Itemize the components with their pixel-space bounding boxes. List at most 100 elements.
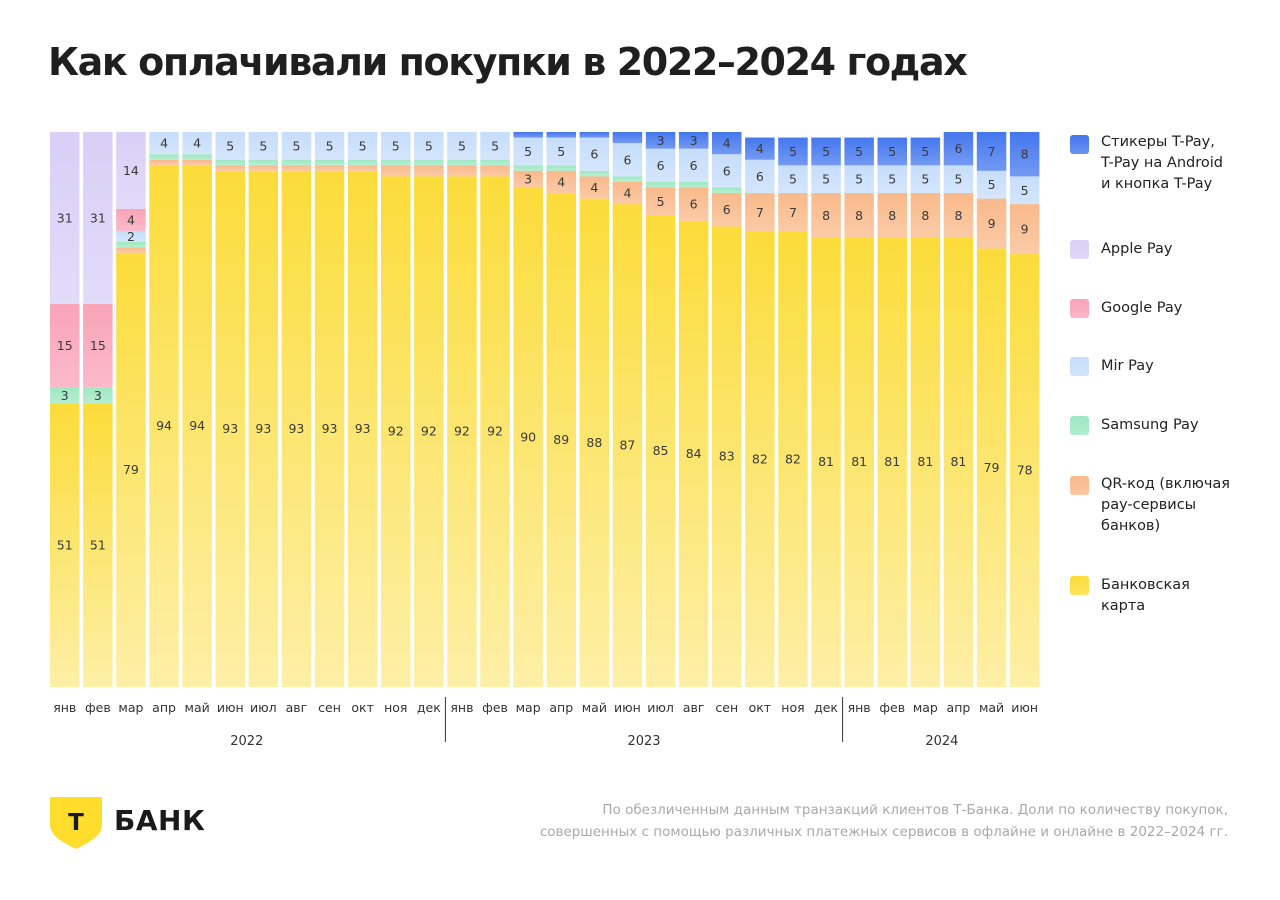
bars-layer (50, 132, 1040, 688)
bar-segment-samsung-pay (579, 170, 610, 177)
bar-segment-samsung-pay (149, 154, 179, 160)
value-label: 92 (487, 424, 503, 439)
value-label: 5 (259, 138, 267, 153)
value-label: 5 (524, 144, 532, 159)
x-axis: янв фев мар апр май июн июл авг сен окт ноя дек янв ф… (53, 697, 1038, 749)
bar-segment-mir-pay (645, 148, 676, 182)
bar-segment-mir-pay (877, 165, 907, 194)
bar-segment-банковская-карта (546, 193, 576, 688)
legend-label-bank-card: Банковская карта (1101, 577, 1190, 614)
value-label: 4 (127, 212, 135, 227)
value-label: 5 (1021, 183, 1029, 198)
value-label: 5 (425, 138, 433, 153)
bar-segment-samsung-pay (546, 165, 576, 171)
value-label: 6 (657, 158, 665, 173)
value-label: 92 (421, 424, 437, 439)
value-label: 5 (921, 144, 929, 159)
value-label: 6 (623, 152, 631, 167)
value-label: 31 (90, 211, 106, 226)
swatch-qr-code-icon (1070, 476, 1089, 495)
x-tick-label: апр (152, 700, 176, 715)
bar-segment-mir-pay (215, 132, 245, 160)
bar-segment-qr-код-включая-pay (712, 193, 742, 227)
bar-segment-банковская-карта (149, 165, 179, 688)
x-tick-label: окт (351, 700, 373, 715)
x-tick-label: авг (683, 700, 705, 715)
value-label: 89 (553, 432, 569, 447)
bar-segment-samsung-pay (314, 159, 345, 166)
value-label: 5 (789, 144, 797, 159)
bar-segment-mir-pay (976, 170, 1007, 199)
value-label: 94 (189, 418, 205, 433)
bar-segment-банковская-карта (745, 231, 775, 687)
bar-segment-банковская-карта (50, 403, 80, 687)
x-tick-label: май (582, 700, 607, 715)
value-label: 15 (90, 338, 106, 353)
bar-segment-mir-pay (414, 132, 444, 160)
value-label: 2 (127, 229, 135, 244)
bar-segment-стикеры-t-pay-t-pa (976, 132, 1007, 171)
legend-label-tpay: Стикеры T-Pay, T-Pay на Android и кнопка… (1101, 134, 1223, 192)
bar-segment-samsung-pay (678, 181, 709, 188)
bar-segment-samsung-pay (182, 154, 212, 160)
value-label: 93 (255, 421, 271, 436)
bar-segment-банковская-карта (215, 170, 245, 688)
value-label: 5 (789, 172, 797, 187)
x-tick-label: июн (217, 700, 244, 715)
value-label: 6 (690, 158, 698, 173)
bar-segment-mir-pay (248, 132, 279, 160)
value-label: 5 (557, 144, 565, 159)
value-label: 5 (491, 138, 499, 153)
bar-segment-mir-pay (678, 148, 709, 182)
value-label: 5 (392, 138, 400, 153)
value-label: 4 (590, 180, 598, 195)
bar-segment-qr-код-включая-pay (281, 165, 312, 171)
bar-segment-samsung-pay (83, 387, 113, 404)
bar-segment-стикеры-t-pay-t-pa (678, 132, 709, 149)
bar-segment-qr-код-включая-pay (314, 165, 345, 171)
value-label: 88 (586, 435, 602, 450)
bar-segment-samsung-pay (513, 165, 543, 171)
x-tick-label: май (979, 700, 1004, 715)
bar-segment-стикеры-t-pay-t-pa (513, 132, 543, 138)
value-label: 4 (756, 141, 764, 156)
bar-segment-mir-pay (149, 132, 179, 155)
value-label: 92 (388, 424, 404, 439)
bar-segment-qr-код-включая-pay (910, 193, 941, 238)
bar-segment-qr-код-включая-pay (678, 187, 709, 221)
footnote: По обезличенным данным транзакций клиент… (508, 799, 1228, 843)
value-label: 81 (950, 454, 966, 469)
value-label: 9 (988, 216, 996, 231)
value-label: 8 (1021, 147, 1029, 162)
value-label: 5 (822, 144, 830, 159)
bar-segment-стикеры-t-pay-t-pa (811, 137, 841, 166)
bar-segment-qr-код-включая-pay (480, 165, 510, 177)
bar-segment-mir-pay (910, 165, 941, 194)
x-tick-label: сен (715, 700, 738, 715)
x-tick-label: мар (118, 700, 143, 715)
value-label: 4 (160, 136, 168, 151)
value-label: 8 (954, 208, 962, 223)
value-label: 6 (723, 163, 731, 178)
bar-segment-стикеры-t-pay-t-pa (579, 132, 610, 138)
value-label: 6 (954, 141, 962, 156)
bar-segment-qr-код-включая-pay (745, 193, 775, 232)
bar-segment-банковская-карта (811, 237, 841, 687)
bar-segment-qr-код-включая-pay (645, 187, 676, 216)
value-label: 83 (719, 449, 735, 464)
bar-segment-банковская-карта (83, 403, 113, 687)
value-label: 7 (789, 205, 797, 220)
x-tick-label: янв (848, 700, 871, 715)
bar-segment-mir-pay (116, 230, 146, 242)
value-label: 51 (90, 537, 106, 552)
x-tick-label: дек (417, 700, 441, 715)
bar-segment-стикеры-t-pay-t-pa (943, 132, 974, 166)
bar-segment-qr-код-включая-pay (943, 193, 974, 238)
bar-segment-банковская-карта (778, 231, 808, 687)
value-label: 5 (822, 172, 830, 187)
bar-segment-банковская-карта (182, 165, 212, 688)
bar-segment-стикеры-t-pay-t-pa (844, 137, 874, 166)
bar-segment-qr-код-включая-pay (381, 165, 411, 177)
bar-segment-samsung-pay (712, 187, 742, 194)
